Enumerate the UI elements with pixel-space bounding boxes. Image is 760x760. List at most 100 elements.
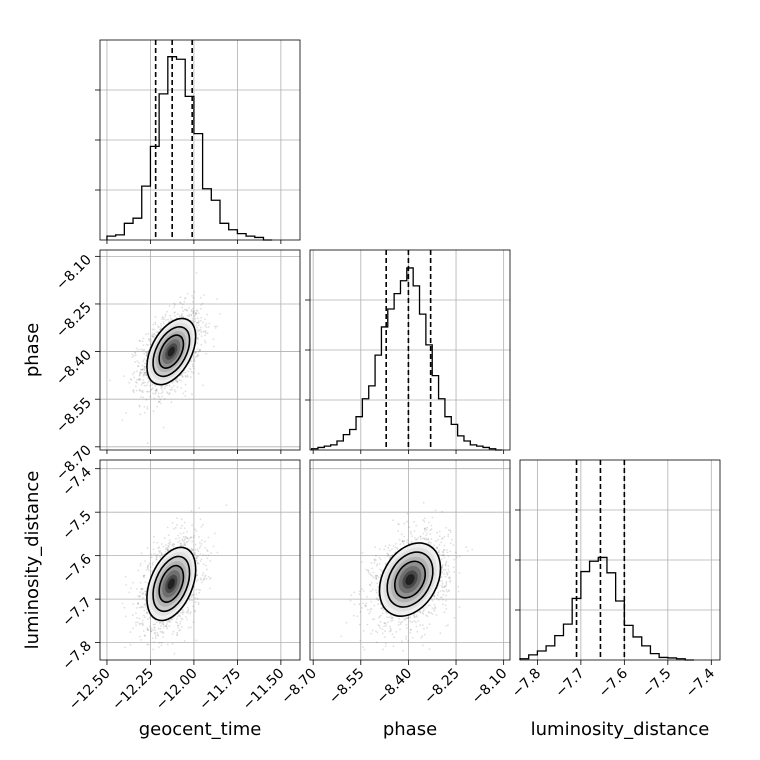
- scatter-point: [405, 638, 408, 640]
- scatter-point: [214, 325, 216, 328]
- scatter-point: [387, 555, 389, 558]
- scatter-point: [160, 553, 163, 556]
- scatter-point: [154, 389, 157, 392]
- scatter-point: [442, 569, 445, 571]
- scatter-point: [168, 393, 171, 396]
- scatter-point: [176, 624, 179, 627]
- scatter-point: [135, 347, 138, 350]
- scatter-point: [147, 564, 150, 567]
- scatter-point: [441, 571, 443, 573]
- scatter-point: [365, 602, 368, 605]
- scatter-point: [125, 412, 128, 414]
- scatter-point: [185, 611, 188, 613]
- scatter-point: [377, 599, 380, 602]
- scatter-point: [372, 571, 375, 574]
- scatter-point: [162, 317, 165, 319]
- scatter-point: [409, 628, 412, 631]
- scatter-point: [425, 534, 428, 537]
- scatter-point: [192, 593, 195, 596]
- scatter-point: [136, 370, 138, 373]
- scatter-point: [155, 558, 158, 561]
- scatter-point: [186, 293, 189, 295]
- scatter-point: [144, 593, 147, 596]
- scatter-point: [144, 606, 147, 608]
- scatter-point: [409, 632, 412, 634]
- scatter-point: [155, 388, 158, 391]
- y-tick-label: −7.5: [59, 508, 94, 543]
- scatter-point: [147, 565, 150, 567]
- scatter-point: [205, 577, 208, 580]
- scatter-point: [442, 550, 444, 553]
- scatter-point: [187, 370, 189, 373]
- scatter-point: [139, 562, 142, 565]
- scatter-point: [196, 556, 198, 559]
- scatter-point: [389, 627, 392, 630]
- scatter-point: [129, 378, 132, 380]
- scatter-point: [414, 538, 417, 541]
- scatter-point: [146, 351, 148, 354]
- x-tick-label: −7.4: [683, 665, 718, 700]
- scatter-point: [142, 606, 144, 609]
- scatter-point: [375, 575, 377, 578]
- scatter-point: [173, 527, 175, 530]
- scatter-point: [384, 623, 387, 625]
- scatter-point: [398, 538, 401, 541]
- scatter-point: [153, 627, 156, 629]
- scatter-point: [204, 575, 206, 578]
- marginal-frame: [519, 459, 721, 661]
- scatter-point: [171, 642, 174, 645]
- scatter-point: [152, 541, 155, 544]
- scatter-point: [144, 372, 146, 374]
- scatter-point: [168, 384, 171, 387]
- scatter-point: [438, 530, 441, 533]
- scatter-point: [139, 622, 142, 625]
- scatter-point: [173, 543, 176, 546]
- scatter-point: [212, 345, 215, 348]
- scatter-point: [216, 325, 218, 328]
- scatter-point: [160, 644, 163, 647]
- scatter-point: [443, 554, 445, 557]
- scatter-point: [441, 586, 444, 589]
- scatter-point: [166, 627, 169, 630]
- scatter-point: [198, 333, 201, 336]
- scatter-point: [153, 641, 156, 643]
- scatter-point: [141, 605, 143, 608]
- scatter-point: [449, 529, 452, 532]
- contour-1-sigma: [146, 546, 197, 622]
- scatter-point: [423, 520, 426, 523]
- scatter-point: [150, 553, 152, 556]
- scatter-point: [133, 376, 136, 379]
- scatter-point: [445, 580, 448, 583]
- scatter-point: [194, 320, 196, 323]
- scatter-point: [170, 618, 173, 621]
- scatter-point: [143, 576, 145, 579]
- scatter-point: [443, 549, 446, 551]
- scatter-point: [196, 353, 199, 356]
- scatter-point: [130, 587, 132, 590]
- scatter-point: [196, 597, 199, 600]
- scatter-point: [377, 624, 380, 626]
- scatter-point: [196, 548, 199, 551]
- scatter-point: [419, 535, 422, 538]
- scatter-point: [160, 552, 163, 554]
- scatter-point: [373, 576, 375, 579]
- scatter-point: [154, 334, 157, 337]
- scatter-point: [165, 625, 168, 628]
- scatter-point: [181, 303, 184, 306]
- y-tick-label: −8.55: [53, 395, 95, 437]
- scatter-point: [375, 641, 378, 644]
- scatter-point: [173, 312, 176, 314]
- scatter-point: [428, 648, 431, 650]
- scatter-point: [146, 384, 148, 387]
- scatter-point: [146, 629, 149, 631]
- scatter-point: [206, 557, 209, 560]
- scatter-point: [174, 311, 176, 314]
- scatter-point: [180, 611, 182, 614]
- scatter-point: [423, 517, 426, 520]
- scatter-point: [141, 593, 144, 595]
- scatter-point: [199, 319, 202, 322]
- scatter-point: [151, 387, 154, 390]
- scatter-point: [132, 603, 135, 605]
- scatter-point: [195, 312, 197, 315]
- scatter-point: [385, 611, 387, 613]
